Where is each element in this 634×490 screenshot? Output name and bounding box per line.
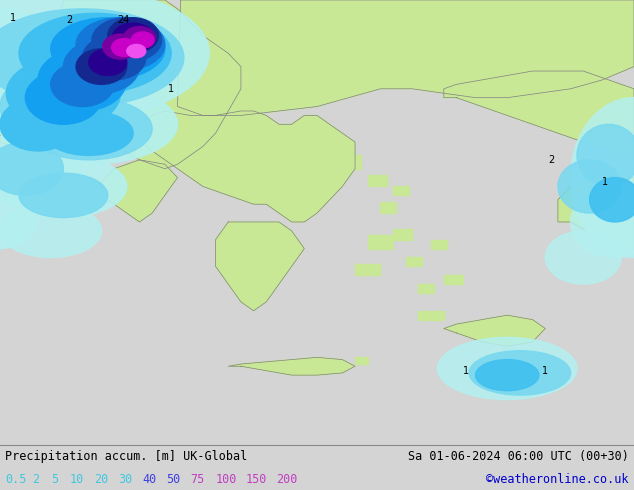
Text: 30: 30 xyxy=(118,473,132,487)
Polygon shape xyxy=(444,315,545,346)
Ellipse shape xyxy=(0,75,89,138)
Ellipse shape xyxy=(127,45,146,58)
Polygon shape xyxy=(51,0,241,169)
Polygon shape xyxy=(355,264,380,275)
Text: 2: 2 xyxy=(67,15,73,25)
Ellipse shape xyxy=(476,360,539,391)
Text: 10: 10 xyxy=(70,473,84,487)
Polygon shape xyxy=(444,71,634,160)
Text: 200: 200 xyxy=(276,473,298,487)
Polygon shape xyxy=(444,275,463,284)
Text: 2: 2 xyxy=(32,473,39,487)
Polygon shape xyxy=(139,111,355,222)
Ellipse shape xyxy=(0,9,184,106)
Ellipse shape xyxy=(545,231,621,284)
Ellipse shape xyxy=(0,9,51,98)
Polygon shape xyxy=(380,202,396,213)
Text: 24: 24 xyxy=(117,15,130,25)
Ellipse shape xyxy=(112,23,154,52)
Polygon shape xyxy=(355,357,368,364)
Polygon shape xyxy=(178,0,634,116)
Text: 20: 20 xyxy=(94,473,108,487)
Text: 1: 1 xyxy=(542,366,548,376)
Ellipse shape xyxy=(51,62,114,106)
Polygon shape xyxy=(216,222,304,311)
Ellipse shape xyxy=(25,98,152,160)
Ellipse shape xyxy=(124,26,155,49)
Text: ©weatheronline.co.uk: ©weatheronline.co.uk xyxy=(486,473,629,487)
Ellipse shape xyxy=(89,49,127,75)
Ellipse shape xyxy=(437,338,577,399)
Text: Sa 01-06-2024 06:00 UTC (00+30): Sa 01-06-2024 06:00 UTC (00+30) xyxy=(408,450,629,464)
Polygon shape xyxy=(228,357,355,375)
Ellipse shape xyxy=(51,18,165,80)
Ellipse shape xyxy=(0,142,63,196)
Text: 75: 75 xyxy=(190,473,204,487)
Ellipse shape xyxy=(0,177,38,248)
Ellipse shape xyxy=(590,177,634,222)
Text: 50: 50 xyxy=(166,473,180,487)
Ellipse shape xyxy=(0,98,76,151)
Polygon shape xyxy=(418,284,434,293)
Polygon shape xyxy=(406,257,422,267)
Ellipse shape xyxy=(0,133,82,204)
Ellipse shape xyxy=(44,111,133,155)
Ellipse shape xyxy=(571,187,634,257)
Ellipse shape xyxy=(0,204,101,257)
Ellipse shape xyxy=(108,18,158,53)
Ellipse shape xyxy=(558,160,621,213)
Text: 5: 5 xyxy=(51,473,58,487)
Ellipse shape xyxy=(25,71,101,124)
Text: 1: 1 xyxy=(463,366,469,376)
Ellipse shape xyxy=(112,39,137,56)
Polygon shape xyxy=(101,160,178,222)
Text: 1: 1 xyxy=(168,84,174,94)
Text: 40: 40 xyxy=(142,473,156,487)
Ellipse shape xyxy=(38,49,127,111)
Ellipse shape xyxy=(571,98,634,257)
Ellipse shape xyxy=(469,351,571,395)
Polygon shape xyxy=(393,187,409,196)
Ellipse shape xyxy=(131,32,154,48)
Ellipse shape xyxy=(6,58,120,129)
Ellipse shape xyxy=(19,13,171,93)
Polygon shape xyxy=(368,235,393,248)
Ellipse shape xyxy=(577,124,634,187)
Ellipse shape xyxy=(63,40,139,93)
Polygon shape xyxy=(342,155,361,169)
Text: 150: 150 xyxy=(246,473,268,487)
Ellipse shape xyxy=(76,18,165,71)
Polygon shape xyxy=(418,311,444,319)
Text: 100: 100 xyxy=(216,473,237,487)
Text: 1: 1 xyxy=(10,13,16,23)
Ellipse shape xyxy=(0,84,178,164)
Ellipse shape xyxy=(82,35,146,80)
Ellipse shape xyxy=(92,18,162,62)
Polygon shape xyxy=(431,240,447,248)
Text: 1: 1 xyxy=(602,177,609,187)
Polygon shape xyxy=(368,175,387,187)
Ellipse shape xyxy=(103,34,138,59)
Ellipse shape xyxy=(0,155,127,218)
Ellipse shape xyxy=(0,62,101,142)
Text: 2: 2 xyxy=(548,155,555,165)
Text: 0.5: 0.5 xyxy=(5,473,27,487)
Polygon shape xyxy=(393,229,412,240)
Ellipse shape xyxy=(76,49,127,84)
Polygon shape xyxy=(558,177,634,248)
Text: Precipitation accum. [m] UK-Global: Precipitation accum. [m] UK-Global xyxy=(5,450,247,464)
Ellipse shape xyxy=(0,0,209,120)
Polygon shape xyxy=(0,67,63,155)
Ellipse shape xyxy=(19,173,108,218)
